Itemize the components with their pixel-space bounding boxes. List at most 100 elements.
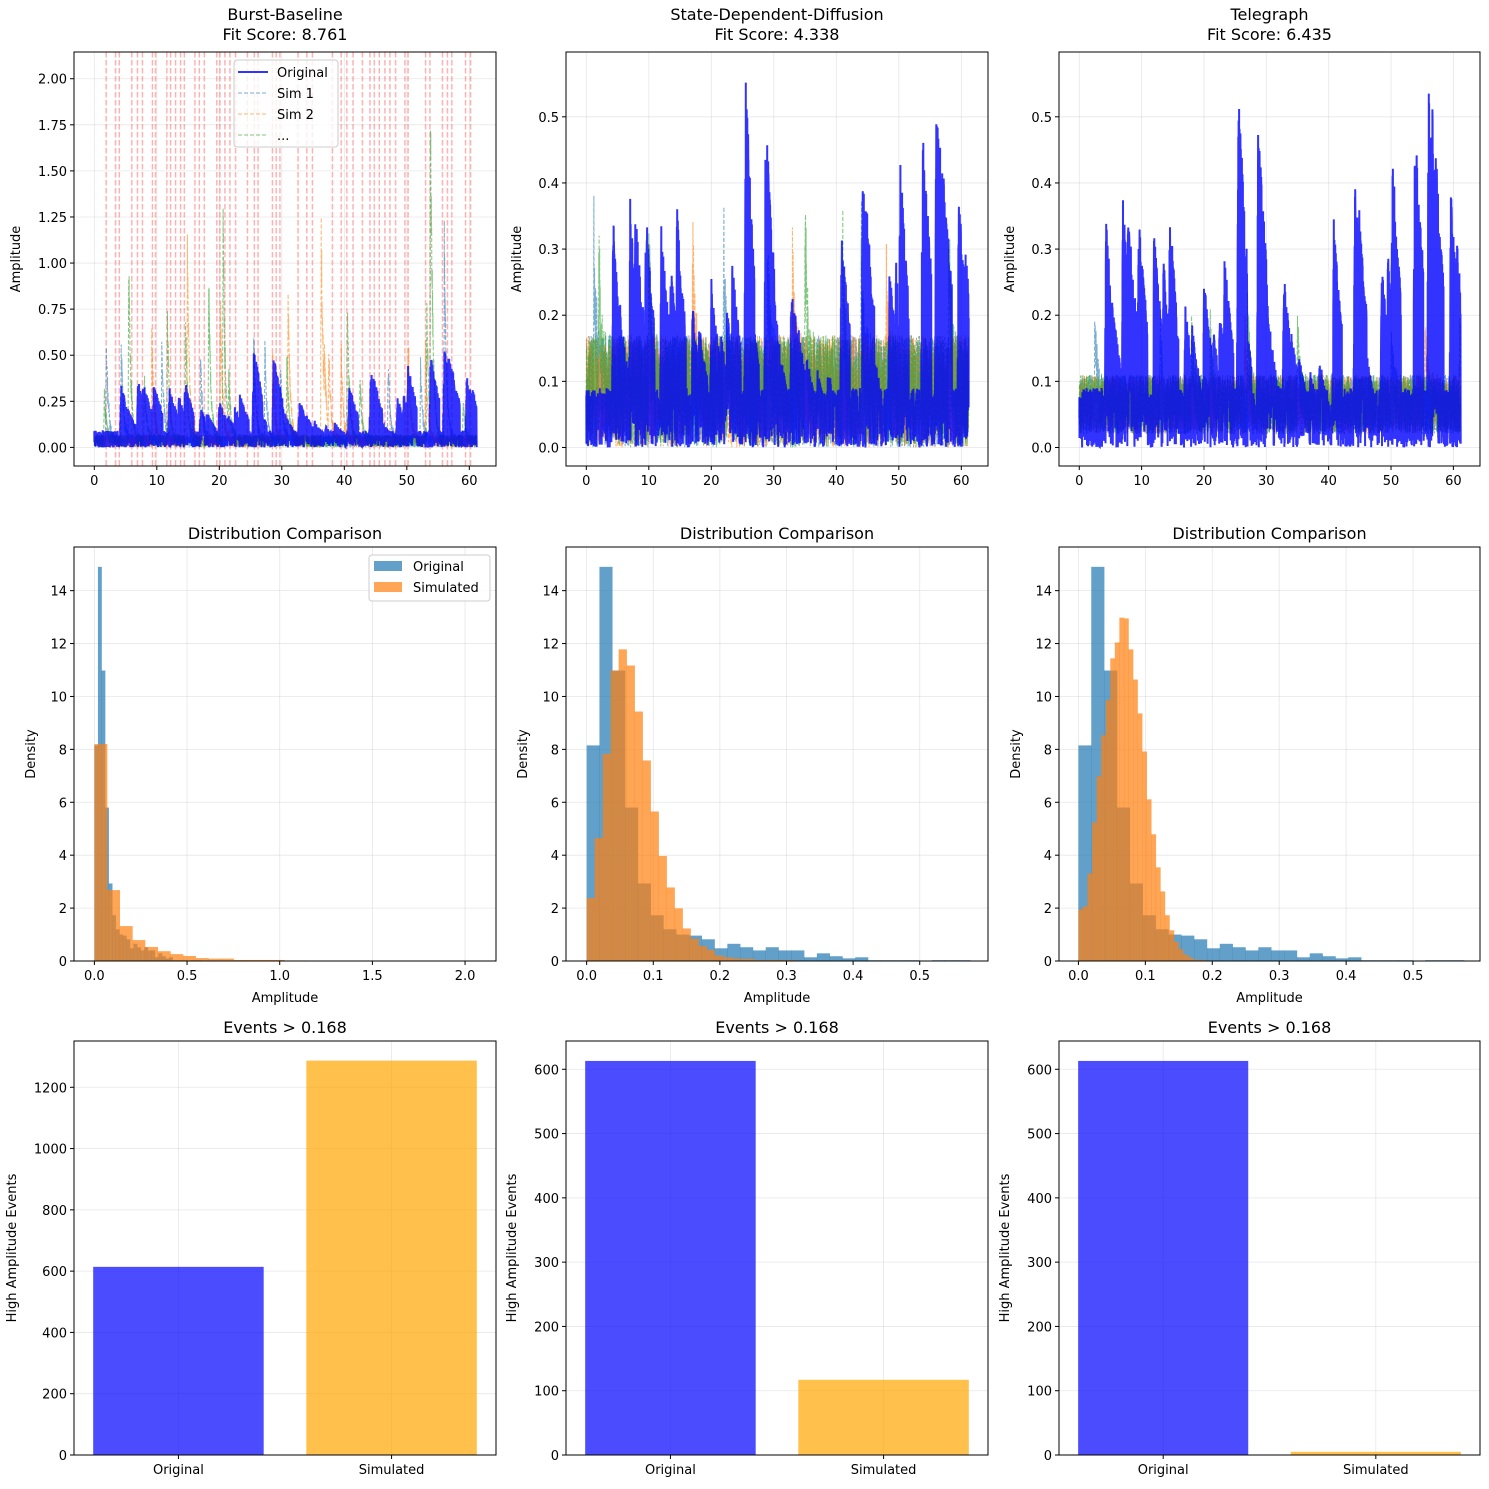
- histogram-bar-simulated: [182, 955, 196, 961]
- legend-box: [233, 59, 339, 148]
- x-tick-label: 40: [828, 474, 845, 489]
- histogram-bar-simulated: [1187, 957, 1193, 961]
- chart-title: Telegraph: [1229, 5, 1308, 24]
- x-tick-label: 40: [1320, 474, 1337, 489]
- axes-frame: [73, 546, 497, 962]
- y-tick-label: 1.25: [38, 211, 67, 226]
- plot-area: [585, 82, 970, 448]
- x-tick-label: 10: [641, 474, 658, 489]
- histogram-bar-simulated: [698, 945, 707, 961]
- histogram-bar-simulated: [1169, 930, 1175, 961]
- y-tick-label: 1.75: [38, 119, 67, 134]
- histogram-bar-simulated: [246, 959, 260, 961]
- histogram-bar-simulated: [258, 959, 272, 961]
- y-axis-label: Amplitude: [1003, 226, 1018, 293]
- histogram-bar-simulated: [1092, 822, 1097, 961]
- bar-original: [93, 1266, 264, 1455]
- chart-title: Burst-Baseline: [227, 5, 342, 24]
- histogram-bar-simulated: [730, 958, 739, 961]
- x-axis-label: Amplitude: [252, 991, 319, 1006]
- y-tick-label: 2: [1044, 902, 1052, 917]
- x-tick-label: 30: [766, 474, 783, 489]
- histogram-bar-simulated: [1078, 909, 1084, 961]
- subplot-8: Original Simulated 0 100 200 300 400 500 600 Even…: [505, 1018, 989, 1478]
- chart-title: Distribution Comparison: [1172, 524, 1366, 543]
- x-tick-label: 50: [399, 474, 416, 489]
- y-tick-label: 1000: [34, 1143, 67, 1158]
- subplot-2: 0 10 20 30 40 50 60 0.0 0.1 0.2 0.3 0.4 0.5 State-Dep…: [510, 5, 989, 489]
- histogram-bar-original: [1206, 948, 1221, 961]
- y-tick-label: 200: [42, 1388, 67, 1403]
- y-tick-label: 6: [59, 796, 67, 811]
- x-tick-label: 1.0: [269, 969, 290, 984]
- y-axis-label: Amplitude: [510, 226, 525, 293]
- histogram-bar-simulated: [786, 959, 795, 961]
- y-tick-label: 0: [1044, 1449, 1052, 1464]
- original-series-line: [585, 82, 970, 448]
- histogram-bar-simulated: [714, 955, 723, 961]
- histogram-bar-original: [816, 953, 830, 961]
- histogram-bar-simulated: [1160, 891, 1166, 961]
- subplot-1: 0 10 20 30 40 50 60 0.00 0.25 0.50 0.75 1.00 1.25 1.5…: [9, 5, 497, 489]
- subplot-9: Original Simulated 0 100 200 300 400 500 600 Even…: [998, 1018, 1481, 1478]
- y-axis-label: Amplitude: [9, 226, 24, 293]
- x-tick-label: 50: [1383, 474, 1400, 489]
- x-tick-label: Original: [153, 1463, 204, 1478]
- histogram-bar-simulated: [770, 959, 779, 961]
- x-tick-label: 40: [336, 474, 353, 489]
- chart-title: Distribution Comparison: [680, 524, 874, 543]
- legend-swatch-1: [374, 561, 402, 571]
- y-tick-label: 8: [1044, 743, 1052, 758]
- histogram-bar-simulated: [738, 958, 747, 961]
- histogram-bar-original: [1296, 957, 1311, 961]
- histogram-bar-simulated: [778, 959, 787, 961]
- y-tick-label: 12: [542, 638, 559, 653]
- original-series-line: [1078, 93, 1462, 450]
- legend-label: Simulated: [413, 581, 479, 596]
- histogram-bar-simulated: [233, 959, 247, 961]
- plot-area: [93, 1060, 477, 1455]
- histogram-bar-simulated: [674, 908, 683, 961]
- subplot-4: 0.0 0.5 1.0 1.5 2.0 0 2 4 6 8 10 12 14 Distribution C…: [24, 524, 497, 1006]
- histogram-bar-simulated: [1110, 658, 1116, 961]
- histogram-bar-simulated: [1119, 617, 1125, 961]
- histogram-bar-simulated: [1151, 834, 1157, 961]
- y-tick-label: 100: [534, 1385, 559, 1400]
- histogram-bar-simulated: [107, 890, 121, 961]
- x-tick-label: 10: [149, 474, 166, 489]
- x-tick-label: 0.3: [776, 969, 797, 984]
- sim-series-line-3: [93, 130, 478, 450]
- y-tick-label: 0: [551, 1449, 559, 1464]
- x-tick-label: 0.5: [177, 969, 198, 984]
- x-tick-label: Original: [1138, 1463, 1189, 1478]
- histogram-bar-simulated: [1133, 679, 1138, 961]
- x-tick-label: 50: [891, 474, 908, 489]
- axes-frame: [73, 1040, 497, 1456]
- x-tick-label: 20: [1196, 474, 1213, 489]
- axes-frame: [1058, 546, 1481, 962]
- histogram-bar-simulated: [642, 760, 651, 961]
- legend-label: Sim 2: [277, 108, 314, 123]
- y-tick-label: 100: [1027, 1385, 1052, 1400]
- y-tick-label: 0.2: [1031, 309, 1052, 324]
- plot-area: [93, 52, 478, 466]
- histogram-bar-simulated: [706, 949, 715, 961]
- x-tick-label: 0.4: [1336, 969, 1357, 984]
- x-axis-label: Amplitude: [1236, 991, 1303, 1006]
- axes-frame: [565, 1040, 989, 1456]
- x-tick-label: Simulated: [1343, 1463, 1409, 1478]
- bar-original: [585, 1060, 756, 1455]
- x-tick-label: 0: [1075, 474, 1083, 489]
- y-tick-label: 8: [59, 743, 67, 758]
- histogram-bar-original: [842, 958, 856, 961]
- y-tick-label: 4: [1044, 849, 1052, 864]
- y-tick-label: 4: [551, 849, 559, 864]
- x-tick-label: 30: [274, 474, 291, 489]
- histogram-bar-original: [1348, 957, 1362, 961]
- plot-area: [586, 566, 971, 961]
- x-tick-label: 0.2: [1202, 969, 1223, 984]
- y-tick-label: 8: [551, 743, 559, 758]
- histogram-bar-simulated: [1114, 642, 1120, 961]
- y-tick-label: 14: [542, 585, 559, 600]
